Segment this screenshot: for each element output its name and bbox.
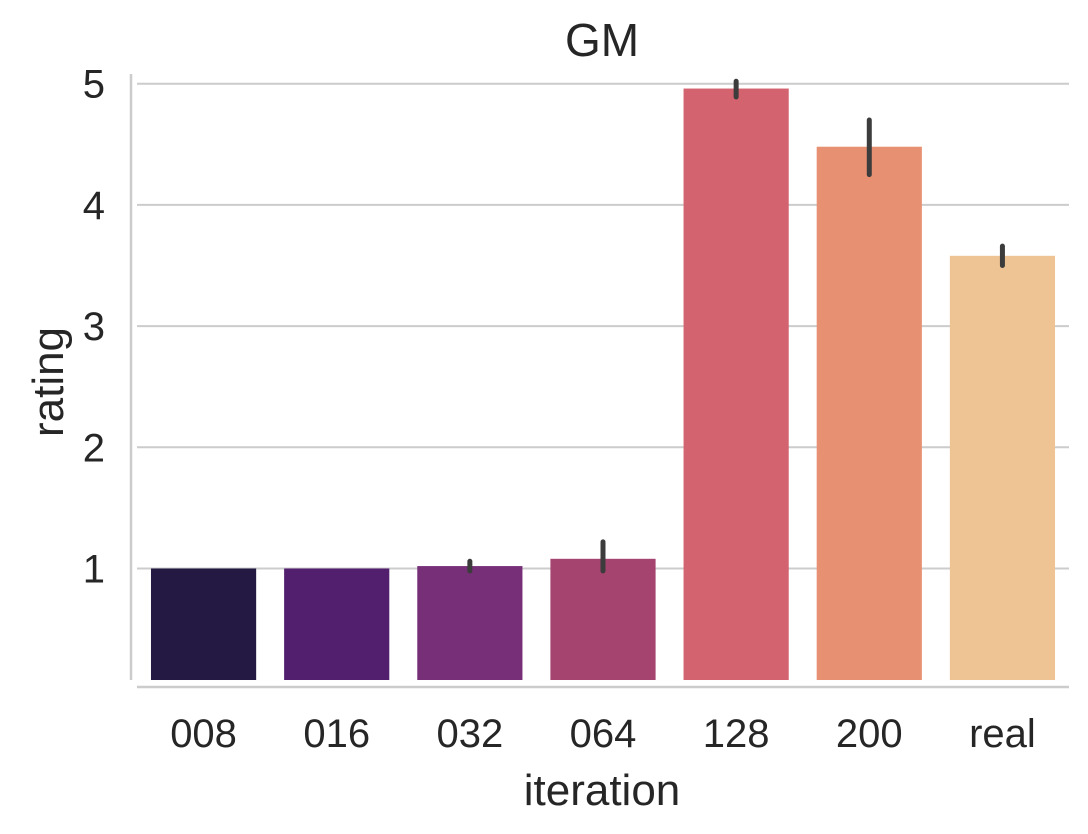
bar	[683, 88, 789, 680]
bar	[150, 568, 257, 680]
x-tick-labels: 008 016 032 064 128 200 real	[170, 712, 1036, 756]
chart-title: GM	[565, 14, 639, 66]
y-tick-label: 4	[83, 184, 105, 228]
x-axis-label: iteration	[524, 766, 681, 815]
gridlines	[137, 82, 1069, 570]
bars	[150, 88, 1056, 681]
y-tick-label: 2	[83, 426, 105, 470]
y-axis-label: rating	[24, 327, 73, 437]
error-bars	[467, 78, 1005, 574]
bar	[949, 255, 1056, 681]
bar	[417, 566, 523, 680]
x-tick-label: 128	[703, 712, 770, 756]
x-tick-label: 032	[436, 712, 503, 756]
y-tick-labels: 1 2 3 4 5	[83, 63, 105, 592]
bar	[550, 558, 656, 680]
x-tick-label: real	[969, 712, 1036, 756]
bar	[284, 568, 390, 680]
y-tick-label: 3	[83, 305, 105, 349]
y-tick-label: 1	[83, 547, 105, 591]
x-tick-label: 200	[836, 712, 903, 756]
x-tick-label: 064	[570, 712, 637, 756]
y-tick-label: 5	[83, 63, 105, 107]
x-tick-label: 008	[170, 712, 237, 756]
x-tick-label: 016	[303, 712, 370, 756]
bar	[816, 146, 922, 681]
